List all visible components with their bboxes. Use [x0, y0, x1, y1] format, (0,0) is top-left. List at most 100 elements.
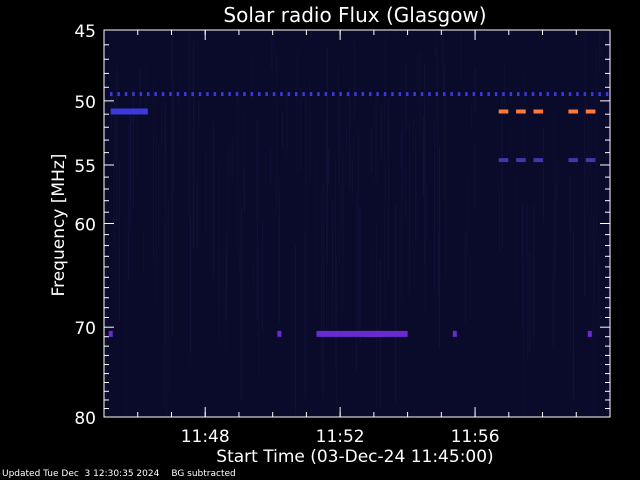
noise-streak [165, 133, 167, 345]
feature-dot [598, 92, 601, 97]
noise-streak [533, 204, 535, 339]
noise-streak [171, 33, 173, 203]
feature-dot [369, 92, 372, 97]
noise-streak [596, 49, 598, 235]
noise-streak [504, 61, 505, 115]
noise-streak [516, 172, 518, 301]
y-tick-label: 45 [74, 22, 96, 42]
feature-segment [110, 108, 148, 115]
feature-dot [465, 92, 468, 97]
noise-streak [359, 206, 361, 343]
noise-streak [598, 258, 600, 332]
noise-streak [219, 249, 220, 341]
feature-dot [287, 92, 291, 97]
noise-streak [592, 215, 594, 417]
noise-streak [212, 121, 214, 279]
noise-streak [271, 36, 273, 69]
noise-streak [331, 230, 333, 339]
noise-streak [225, 250, 227, 319]
noise-streak [305, 92, 307, 232]
feature-dot [376, 92, 379, 97]
feature-dot [147, 92, 150, 97]
feature-dash [585, 158, 596, 163]
x-tick-label: 11:52 [316, 427, 365, 447]
feature-dot [591, 92, 594, 97]
noise-streak [423, 116, 424, 196]
noise-streak [375, 222, 377, 412]
noise-streak [522, 202, 523, 329]
noise-streak [436, 232, 438, 297]
noise-streak [286, 88, 288, 157]
noise-streak [445, 98, 447, 279]
feature-dot [324, 92, 328, 97]
feature-dot [413, 92, 416, 97]
noise-streak [584, 30, 586, 114]
noise-streak [466, 178, 468, 252]
feature-dot [198, 92, 202, 97]
noise-streak [402, 125, 404, 203]
noise-streak [436, 47, 438, 168]
noise-streak [269, 148, 271, 185]
feature-dot [494, 92, 498, 97]
feature-dash [533, 158, 544, 163]
feature-dot [302, 92, 305, 97]
noise-streak [385, 161, 387, 207]
noise-streak [164, 102, 166, 209]
feature-dot [509, 92, 513, 97]
feature-dot [583, 92, 587, 97]
noise-streak [136, 112, 138, 179]
noise-streak [296, 51, 298, 175]
noise-streak [417, 53, 419, 91]
feature-dot [361, 92, 365, 97]
y-tick-label: 70 [74, 319, 96, 339]
feature-dash [568, 158, 578, 163]
feature-dot [154, 92, 157, 97]
noise-streak [326, 224, 328, 335]
noise-streak [118, 160, 120, 323]
feature-dot [206, 92, 209, 97]
noise-streak [167, 214, 169, 414]
feature-dot [161, 92, 165, 97]
noise-streak [415, 130, 417, 243]
noise-streak [388, 98, 390, 281]
feature-dot [480, 92, 483, 97]
feature-dot [524, 92, 527, 97]
noise-streak [125, 212, 127, 417]
noise-streak [139, 67, 141, 107]
chart-title: Solar radio Flux (Glasgow) [223, 3, 486, 27]
feature-dot [420, 92, 424, 97]
noise-streak [424, 64, 426, 266]
noise-streak [332, 201, 334, 290]
feature-dot [502, 92, 505, 97]
noise-streak [442, 30, 444, 92]
noise-streak [243, 165, 245, 213]
feature-dot [117, 92, 120, 97]
noise-streak [400, 132, 402, 171]
noise-streak [501, 94, 503, 248]
noise-streak [405, 63, 407, 220]
noise-streak [524, 71, 526, 161]
noise-streak [529, 251, 531, 353]
noise-streak [237, 85, 239, 254]
y-tick-label: 55 [74, 157, 96, 177]
noise-streak [409, 123, 411, 296]
feature-dot [277, 330, 282, 337]
noise-streak [132, 89, 134, 209]
feature-dot [176, 92, 180, 97]
noise-streak [358, 133, 360, 330]
noise-streak [435, 31, 437, 56]
noise-streak [128, 125, 130, 282]
x-tick-label: 11:48 [181, 427, 230, 447]
feature-dot [250, 92, 254, 97]
noise-streak [474, 144, 476, 211]
noise-streak [395, 204, 397, 406]
noise-streak [262, 219, 264, 332]
noise-streak [158, 145, 160, 250]
noise-streak [179, 68, 181, 144]
feature-segment [363, 330, 408, 337]
y-tick-label: 60 [74, 216, 96, 236]
noise-streak [161, 106, 162, 147]
noise-streak [384, 35, 386, 121]
noise-streak [256, 119, 258, 321]
